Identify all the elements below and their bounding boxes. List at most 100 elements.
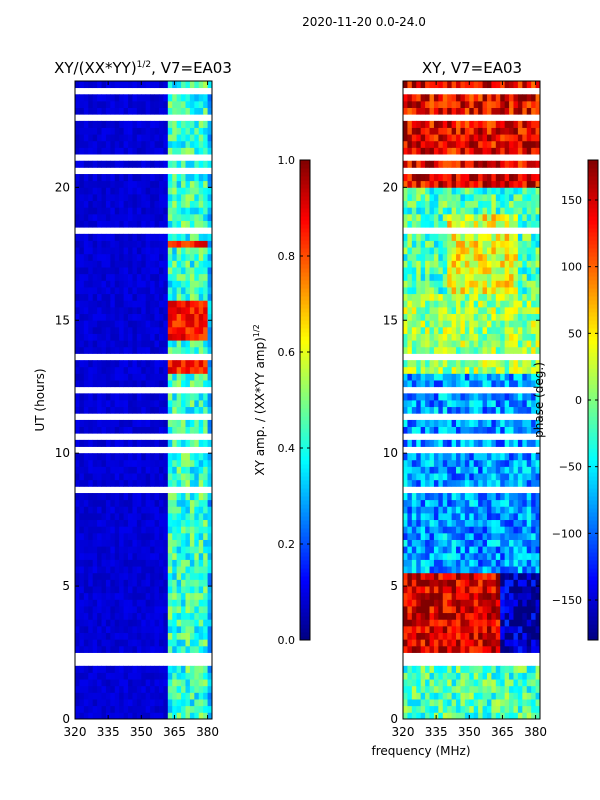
phase-cell xyxy=(447,360,453,368)
amp-cell xyxy=(105,366,111,374)
amp-cell xyxy=(198,512,204,521)
amp-cell xyxy=(145,599,151,607)
amp-cell xyxy=(181,100,186,108)
phase-cell xyxy=(522,439,528,447)
phase-cell xyxy=(473,579,479,587)
phase-cell xyxy=(438,233,444,241)
phase-cell xyxy=(478,273,483,281)
phase-cell xyxy=(420,200,426,208)
phase-cell xyxy=(513,253,519,261)
amp-cell xyxy=(105,592,111,600)
amp-cell xyxy=(185,340,191,348)
phase-cell xyxy=(491,193,497,202)
amp-cell xyxy=(101,187,107,195)
phase-cell xyxy=(403,473,408,481)
amp-cell xyxy=(83,692,89,700)
phase-cell xyxy=(447,586,453,594)
phase-cell xyxy=(451,512,457,521)
amp-cell xyxy=(172,253,178,261)
phase-cell xyxy=(491,479,497,487)
amp-cell xyxy=(189,193,195,202)
amp-cell xyxy=(167,426,173,434)
phase-cell xyxy=(531,665,536,673)
phase-cell xyxy=(517,473,523,481)
phase-cell xyxy=(429,539,435,547)
phase-cell xyxy=(442,187,448,195)
amp-cell xyxy=(119,406,125,414)
phase-cell xyxy=(469,260,475,268)
phase-cell xyxy=(469,645,475,653)
amp-cell xyxy=(154,466,160,474)
phase-cell xyxy=(403,233,408,241)
amp-cell xyxy=(189,160,195,168)
amp-cell xyxy=(158,273,164,281)
phase-cell xyxy=(425,532,430,540)
phase-cell xyxy=(403,705,408,713)
amp-cell xyxy=(114,599,120,607)
amp-cell xyxy=(128,685,133,693)
amp-cell xyxy=(194,174,200,182)
phase-cell xyxy=(491,439,497,447)
amp-cell xyxy=(189,287,195,295)
amp-cell xyxy=(150,287,155,295)
amp-cell xyxy=(114,592,120,600)
amp-cell xyxy=(207,213,213,221)
amp-cell xyxy=(207,260,213,268)
amp-cell xyxy=(154,366,160,374)
amp-cell xyxy=(176,366,182,374)
amp-cell xyxy=(203,240,208,248)
amp-cell xyxy=(79,552,85,560)
amp-cell xyxy=(83,459,89,467)
phase-cell xyxy=(425,512,430,521)
amp-cell xyxy=(114,473,120,481)
phase-cell xyxy=(495,532,501,540)
phase-cell xyxy=(495,300,501,308)
amp-cell xyxy=(203,134,208,142)
amp-cell xyxy=(114,287,120,295)
phase-cell xyxy=(482,333,488,341)
phase-cell xyxy=(407,632,413,640)
phase-cell xyxy=(504,346,510,354)
amp-cell xyxy=(123,174,129,182)
amp-cell xyxy=(189,260,195,268)
phase-cell xyxy=(420,526,426,534)
phase-cell xyxy=(460,207,466,215)
phase-cell xyxy=(438,220,444,228)
phase-cell xyxy=(517,200,523,208)
phase-cell xyxy=(411,612,417,620)
phase-cell xyxy=(482,313,488,321)
amp-cell xyxy=(158,393,164,401)
amp-cell xyxy=(154,373,160,381)
phase-cell xyxy=(403,273,408,281)
amp-cell xyxy=(101,193,107,202)
amp-cell xyxy=(167,247,173,255)
phase-cell xyxy=(464,612,470,620)
amp-cell xyxy=(198,619,204,627)
amp-cell xyxy=(150,207,155,215)
amp-cell xyxy=(75,499,80,507)
amp-cell xyxy=(114,512,120,521)
amp-cell xyxy=(128,180,133,188)
phase-cell xyxy=(407,552,413,560)
amp-cell xyxy=(75,293,80,301)
phase-cell xyxy=(495,506,501,514)
amp-cell xyxy=(83,81,89,89)
phase-cell xyxy=(522,526,528,534)
phase-cell xyxy=(486,559,492,567)
phase-cell xyxy=(517,566,523,574)
phase-cell xyxy=(447,233,453,241)
amp-cell xyxy=(150,174,155,182)
amp-cell xyxy=(145,100,151,108)
amp-colorbar-step xyxy=(300,208,310,213)
amp-cell xyxy=(119,320,125,328)
amp-cell xyxy=(194,619,200,627)
phase-cell xyxy=(469,639,475,647)
amp-cell xyxy=(83,512,89,521)
phase-cell xyxy=(486,645,492,653)
phase-cell xyxy=(526,193,532,202)
amp-cell xyxy=(189,393,195,401)
amp-cell xyxy=(128,193,133,202)
amp-cell xyxy=(154,380,160,388)
phase-cell xyxy=(482,293,488,301)
amp-cell xyxy=(181,552,186,560)
